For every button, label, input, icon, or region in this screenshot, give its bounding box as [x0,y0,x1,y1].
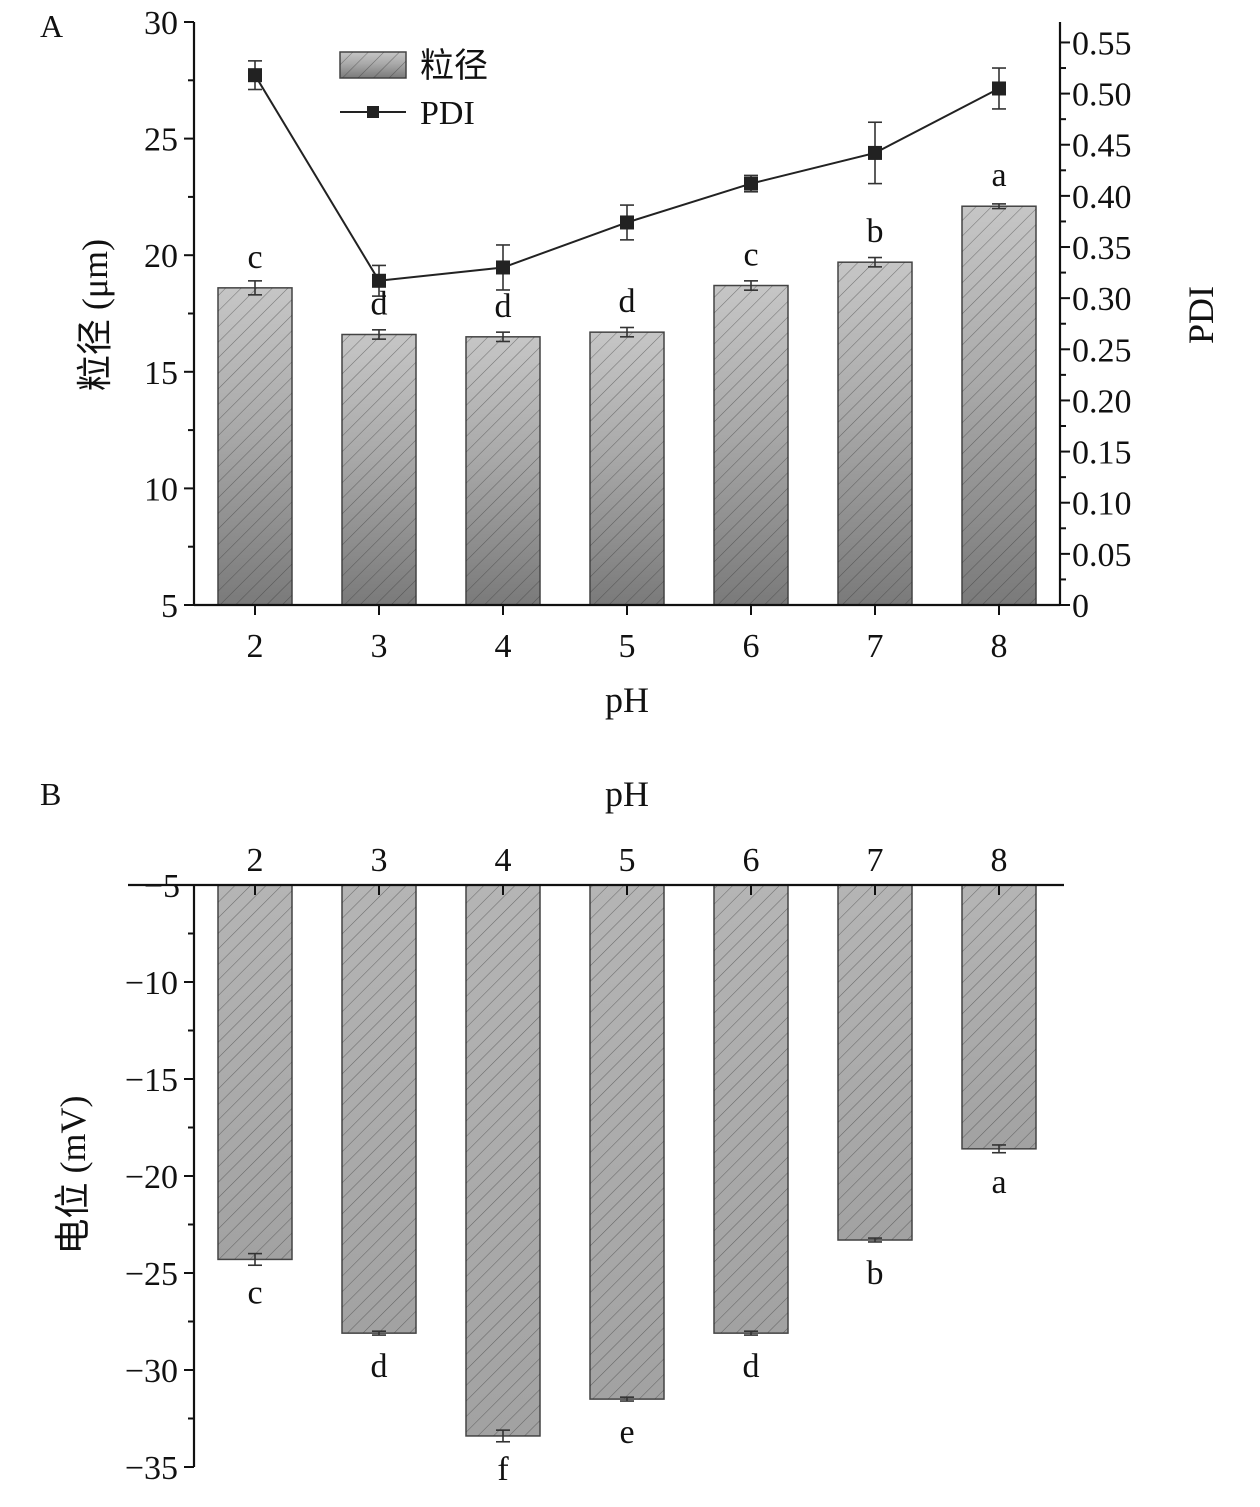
panel-b-x-tick-label-7: 7 [867,842,884,879]
panel-a-labels: c d d d c b a [247,157,1006,325]
panel-b-x-tick-label-8: 8 [991,842,1008,879]
size-bar-hatch-ph-5 [590,332,664,605]
zeta-bar-hatch-ph-6 [714,885,788,1334]
pdi-marker-ph-8 [992,81,1006,96]
zeta-bar-hatch-ph-3 [342,885,416,1334]
zeta-letter-ph-5: e [619,1414,634,1451]
panel-a-y-tick-label-20: 20 [144,238,178,275]
pdi-marker-ph-4 [496,260,510,275]
size-letter-ph-5: d [619,283,636,320]
zeta-bar-hatch-ph-4 [466,885,540,1436]
panel-a-x-tick-label-7: 7 [867,628,884,665]
legend-bar-label: 粒径 [420,47,488,85]
legend-line-label: PDI [420,95,475,132]
panel-a-y2-tick-label-0.35: 0.35 [1072,230,1132,267]
pdi-marker-ph-3 [372,273,386,288]
panel-b-bars [217,884,1037,1443]
panel-a-y2-tick-label-0.20: 0.20 [1072,383,1132,420]
panel-a-y2-tick-label-0.15: 0.15 [1072,435,1132,472]
panel-a-y-tick-label-15: 15 [144,355,178,392]
panel-b-x-title: pH [605,774,649,814]
panel-a-x-tick-label-4: 4 [495,628,512,665]
panel-a-y-tick-label-10: 10 [144,471,178,508]
panel-b-y-tick-label-2: −15 [125,1062,178,1099]
panel-b-y-tick-label-5: −30 [125,1353,178,1390]
panel-a-y2-tick-label-0.25: 0.25 [1072,332,1132,369]
size-letter-ph-8: a [991,157,1006,194]
pdi-marker-ph-7 [868,145,882,160]
panel-a-y2-title: PDI [1181,286,1221,344]
panel-a-y2-tick-label-0.45: 0.45 [1072,128,1132,165]
panel-b-x-tick-label-5: 5 [619,842,636,879]
panel-a-axes: 5101520253000.050.100.150.200.250.300.35… [144,5,1132,665]
pdi-marker-ph-6 [744,176,758,191]
zeta-bar-hatch-ph-8 [962,885,1036,1149]
size-bar-hatch-ph-8 [962,206,1036,605]
panel-a-x-tick-label-6: 6 [743,628,760,665]
pdi-marker-ph-5 [620,215,634,230]
panel-b-x-tick-label-6: 6 [743,842,760,879]
zeta-letter-ph-6: d [743,1348,760,1385]
zeta-letter-ph-4: f [497,1451,509,1488]
size-bar-hatch-ph-4 [466,336,540,605]
panel-b-y-tick-label-3: −20 [125,1159,178,1196]
size-bar-hatch-ph-6 [714,285,788,605]
size-letter-ph-6: c [743,237,758,274]
panel-a-y2-tick-label-0: 0 [1072,588,1089,625]
panel-a-pdi-line [248,60,1006,297]
size-letter-ph-3: d [371,285,388,322]
panel-a-x-tick-label-8: 8 [991,628,1008,665]
size-bar-hatch-ph-2 [218,287,292,605]
size-letter-ph-7: b [867,213,884,250]
pdi-marker-ph-2 [248,68,262,83]
panel-a-y2-tick-label-0.50: 0.50 [1072,77,1132,114]
size-bar-hatch-ph-7 [838,262,912,605]
zeta-letter-ph-8: a [991,1164,1006,1201]
size-letter-ph-2: c [247,239,262,276]
panel-a-y-tick-label-30: 30 [144,5,178,42]
panel-b-y-title: 电位 (mV) [53,1096,93,1255]
panel-a-legend: 粒径 PDI [339,47,488,132]
panel-label-b: B [40,776,61,812]
size-letter-ph-4: d [495,288,512,325]
panel-a-x-title: pH [605,680,649,720]
panel-b-x-tick-label-4: 4 [495,842,512,879]
pdi-line [254,74,1000,282]
panel-a-y2-tick-label-0.05: 0.05 [1072,537,1132,574]
zeta-letter-ph-7: b [867,1255,884,1292]
panel-b-y-tick-label-4: −25 [125,1256,178,1293]
panel-a-x-tick-label-2: 2 [247,628,264,665]
panel-b-axes: −5 −10 −15 −20 −25 −30 −35 2 3 4 5 6 7 8 [125,842,1064,1487]
panel-b-x-tick-label-2: 2 [247,842,264,879]
panel-a-y-tick-label-25: 25 [144,122,178,159]
legend-line-marker [367,106,379,118]
panel-a-bars [217,203,1037,606]
panel-a-x-tick-label-5: 5 [619,628,636,665]
zeta-letter-ph-3: d [371,1348,388,1385]
panel-a-y2-tick-label-0.40: 0.40 [1072,179,1132,216]
panel-a-x-tick-label-3: 3 [371,628,388,665]
panel-b-y-tick-label-6: −35 [125,1450,178,1487]
zeta-bar-hatch-ph-7 [838,885,912,1241]
size-bar-hatch-ph-3 [342,334,416,605]
panel-label-a: A [40,8,63,44]
panel-a-y2-tick-label-0.55: 0.55 [1072,25,1132,62]
zeta-bar-hatch-ph-5 [590,885,664,1400]
panel-b-labels: c d f e d b a [247,1164,1006,1488]
panel-b-y-tick-label-0: −5 [144,868,180,905]
zeta-letter-ph-2: c [247,1274,262,1311]
panel-a-y-tick-label-5: 5 [161,588,178,625]
panel-b-y-tick-label-1: −10 [125,965,178,1002]
zeta-bar-hatch-ph-2 [218,885,292,1260]
panel-a-y2-tick-label-0.30: 0.30 [1072,281,1132,318]
panel-a-y2-tick-label-0.10: 0.10 [1072,486,1132,523]
legend-bar-swatch-hatch [340,52,406,78]
panel-b-x-tick-label-3: 3 [371,842,388,879]
panel-a-y-title: 粒径 (μm) [75,239,115,391]
